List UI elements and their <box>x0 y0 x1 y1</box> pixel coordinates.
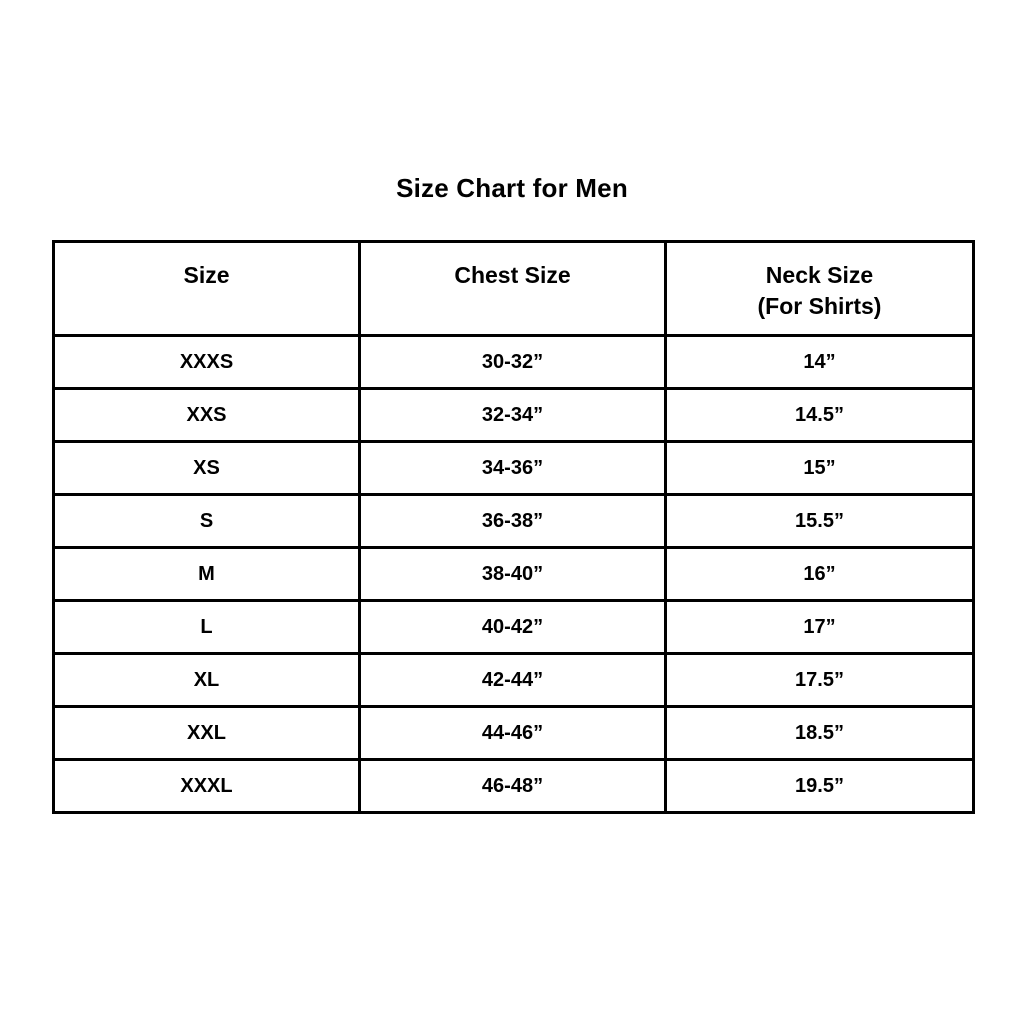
cell-neck-size: 18.5” <box>664 705 975 761</box>
cell-chest-size: 30-32” <box>358 334 667 390</box>
cell-chest-size: 44-46” <box>358 705 667 761</box>
column-header-size: Size <box>52 240 361 337</box>
cell-size: XXXS <box>52 334 361 390</box>
column-header-neck-size: Neck Size (For Shirts) <box>664 240 975 337</box>
cell-neck-size: 15” <box>664 440 975 496</box>
cell-size: XL <box>52 652 361 708</box>
cell-chest-size: 36-38” <box>358 493 667 549</box>
column-header-chest-size: Chest Size <box>358 240 667 337</box>
cell-size: M <box>52 546 361 602</box>
page-title: Size Chart for Men <box>396 173 628 203</box>
table-header: Size Chest Size Neck Size (For Shirts) <box>52 240 975 337</box>
cell-size: XXXL <box>52 758 361 814</box>
cell-neck-size: 17” <box>664 599 975 655</box>
cell-neck-size: 15.5” <box>664 493 975 549</box>
cell-size: L <box>52 599 361 655</box>
column-header-neck-size-label: Neck Size <box>765 262 874 288</box>
table-row: XXL 44-46” 18.5” <box>52 705 975 761</box>
table-row: XS 34-36” 15” <box>52 440 975 496</box>
cell-chest-size: 42-44” <box>358 652 667 708</box>
cell-size: S <box>52 493 361 549</box>
column-header-chest-size-label: Chest Size <box>454 262 571 288</box>
table-row: XXXS 30-32” 14” <box>52 334 975 390</box>
table-row: XXXL 46-48” 19.5” <box>52 758 975 814</box>
cell-neck-size: 16” <box>664 546 975 602</box>
cell-chest-size: 32-34” <box>358 387 667 443</box>
cell-size: XS <box>52 440 361 496</box>
cell-chest-size: 46-48” <box>358 758 667 814</box>
table-row: XL 42-44” 17.5” <box>52 652 975 708</box>
cell-size: XXL <box>52 705 361 761</box>
cell-chest-size: 38-40” <box>358 546 667 602</box>
table-body: XXXS 30-32” 14” XXS 32-34” 14.5” XS 34-36” 15” S 3… <box>52 334 975 814</box>
column-header-size-label: Size <box>183 262 230 288</box>
cell-chest-size: 34-36” <box>358 440 667 496</box>
cell-neck-size: 19.5” <box>664 758 975 814</box>
size-chart-table: Size Chest Size Neck Size (For Shirts) X… <box>52 240 975 814</box>
cell-chest-size: 40-42” <box>358 599 667 655</box>
table-row: XXS 32-34” 14.5” <box>52 387 975 443</box>
column-header-neck-size-sublabel: (For Shirts) <box>757 293 882 319</box>
table-row: M 38-40” 16” <box>52 546 975 602</box>
table-row: S 36-38” 15.5” <box>52 493 975 549</box>
cell-neck-size: 17.5” <box>664 652 975 708</box>
cell-neck-size: 14” <box>664 334 975 390</box>
table-header-row: Size Chest Size Neck Size (For Shirts) <box>52 240 975 337</box>
table-row: L 40-42” 17” <box>52 599 975 655</box>
cell-size: XXS <box>52 387 361 443</box>
cell-neck-size: 14.5” <box>664 387 975 443</box>
